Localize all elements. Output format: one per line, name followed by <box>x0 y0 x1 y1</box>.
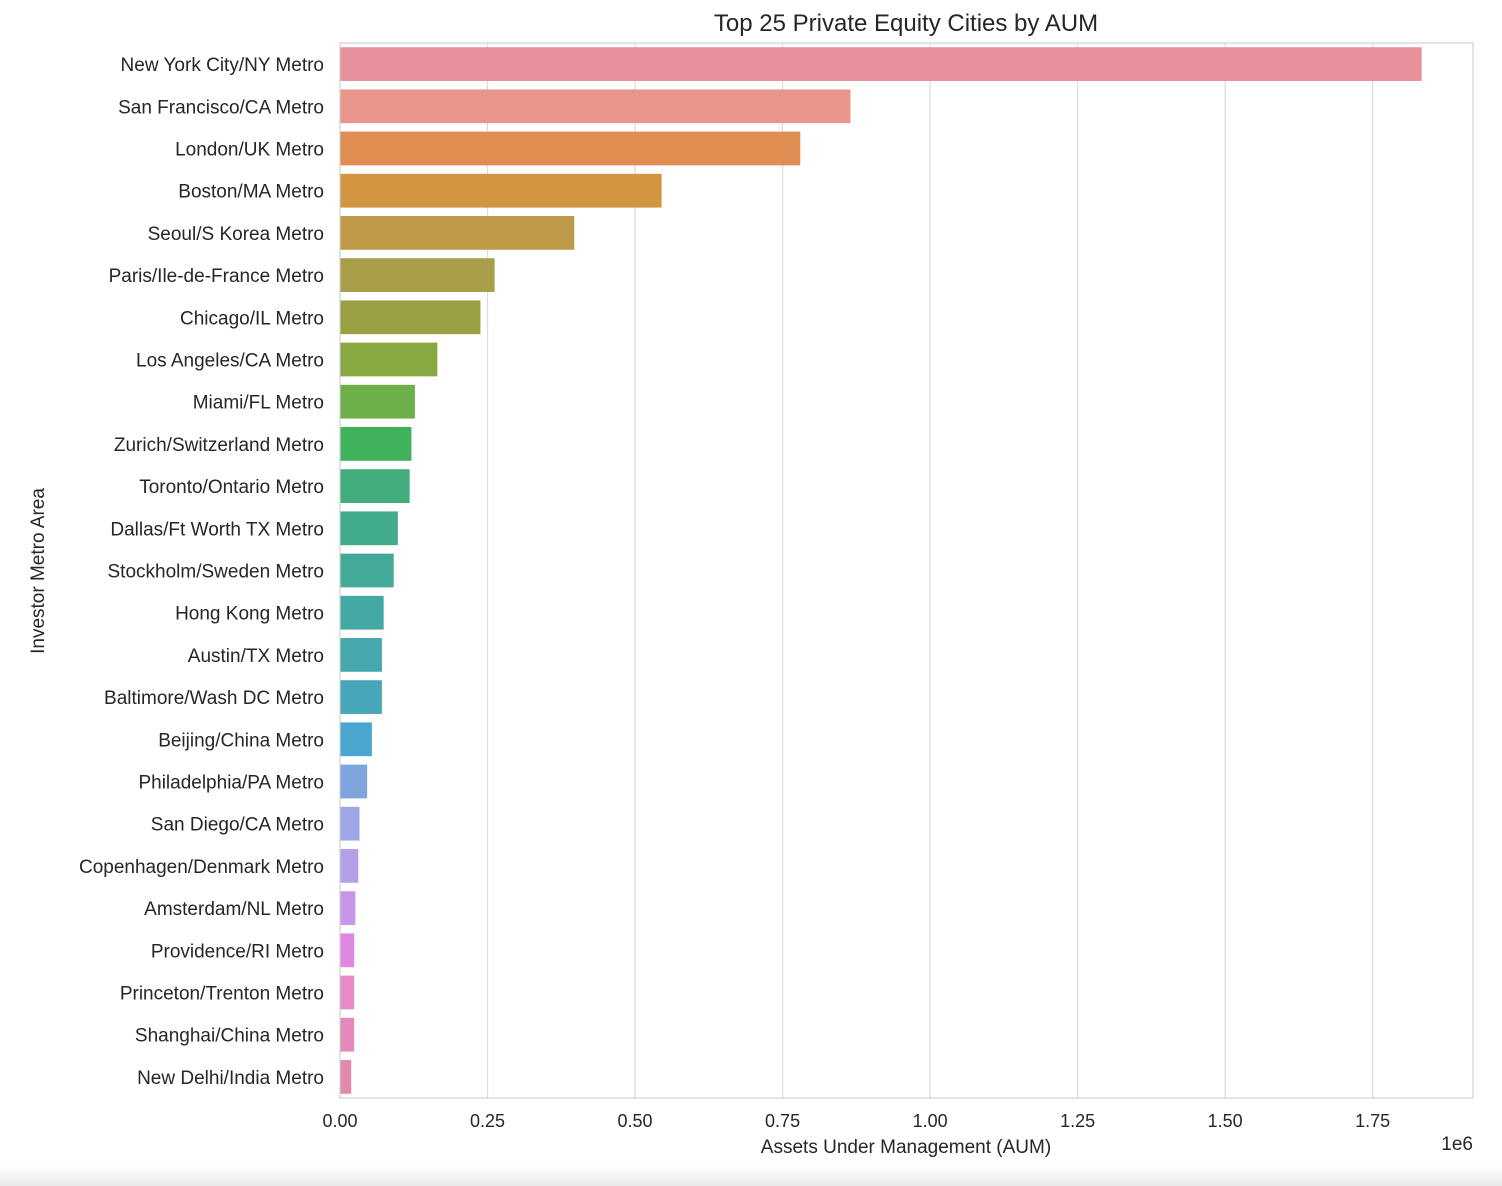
y-tick-label: Baltimore/Wash DC Metro <box>104 688 324 709</box>
y-tick-label: Miami/FL Metro <box>193 393 324 414</box>
y-tick-label: Seoul/S Korea Metro <box>148 224 324 245</box>
y-axis-label: Investor Metro Area <box>28 488 49 654</box>
y-tick-label: Hong Kong Metro <box>175 604 324 625</box>
bar <box>340 806 360 841</box>
bars <box>340 47 1422 1094</box>
y-tick-label: Copenhagen/Denmark Metro <box>79 857 324 878</box>
bar <box>340 933 355 968</box>
x-tick-label: 0.75 <box>765 1111 800 1131</box>
x-tick-label: 1.25 <box>1060 1111 1095 1131</box>
y-tick-label: Chicago/IL Metro <box>180 308 324 329</box>
bar <box>340 47 1422 81</box>
bar <box>340 173 662 208</box>
bar <box>340 511 398 546</box>
y-tick-label: San Diego/CA Metro <box>151 815 324 836</box>
y-tick-label: Stockholm/Sweden Metro <box>108 562 325 583</box>
bar <box>340 722 372 757</box>
bar <box>340 975 355 1010</box>
chart-title: Top 25 Private Equity Cities by AUM <box>714 10 1098 37</box>
bar <box>340 764 368 799</box>
y-tick-label: Los Angeles/CA Metro <box>136 351 324 372</box>
y-tick-label: Paris/Ile-de-France Metro <box>109 266 324 287</box>
y-tick-label: Dallas/Ft Worth TX Metro <box>110 519 324 540</box>
y-tick-label: New York City/NY Metro <box>121 55 324 76</box>
bar <box>340 131 801 166</box>
y-tick-label: Zurich/Switzerland Metro <box>114 435 324 456</box>
bar <box>340 595 384 630</box>
bar <box>340 216 575 250</box>
bar <box>340 300 481 335</box>
y-tick-label: Beijing/China Metro <box>158 730 324 751</box>
bar <box>340 638 382 672</box>
y-tick-label: New Delhi/India Metro <box>137 1068 324 1089</box>
bar <box>340 891 356 925</box>
bar <box>340 1017 355 1052</box>
y-tick-label: Princeton/Trenton Metro <box>120 984 324 1005</box>
y-tick-label: Toronto/Ontario Metro <box>139 477 324 498</box>
x-tick-labels: 0.00 0.25 0.50 0.75 1.00 1.25 1.50 1.75 <box>322 1111 1390 1131</box>
x-tick-label: 0.25 <box>470 1111 505 1131</box>
bar <box>340 258 495 292</box>
x-gridlines <box>486 43 1374 1098</box>
bar <box>340 384 415 419</box>
plot-frame <box>339 42 1474 1099</box>
bar <box>340 427 412 461</box>
y-tick-label: Providence/RI Metro <box>151 941 324 962</box>
window-bottom-edge <box>0 1166 1502 1186</box>
x-tick-label: 0.50 <box>618 1111 653 1131</box>
x-tick-label: 0.00 <box>322 1111 357 1131</box>
y-tick-label: Boston/MA Metro <box>178 182 324 203</box>
y-tick-label: San Francisco/CA Metro <box>118 97 324 118</box>
y-tick-label: Shanghai/China Metro <box>135 1026 324 1047</box>
bar <box>340 469 410 503</box>
bar <box>340 680 382 714</box>
x-tick-label: 1.50 <box>1208 1111 1243 1131</box>
y-tick-label: Philadelphia/PA Metro <box>138 773 324 794</box>
bar <box>340 553 394 588</box>
y-tick-labels: New York City/NY Metro San Francisco/CA M… <box>79 55 324 1089</box>
x-axis-label: Assets Under Management (AUM) <box>761 1137 1051 1158</box>
y-tick-label: Austin/TX Metro <box>188 646 324 667</box>
y-tick-label: London/UK Metro <box>175 140 324 161</box>
bar <box>340 342 438 377</box>
y-tick-label: Amsterdam/NL Metro <box>144 899 324 920</box>
x-tick-label: 1.75 <box>1355 1111 1390 1131</box>
bar <box>340 1060 352 1094</box>
x-tick-label: 1.00 <box>913 1111 948 1131</box>
x-axis-offset-label: 1e6 <box>1441 1134 1473 1155</box>
bar <box>340 849 359 883</box>
bar <box>340 89 851 124</box>
